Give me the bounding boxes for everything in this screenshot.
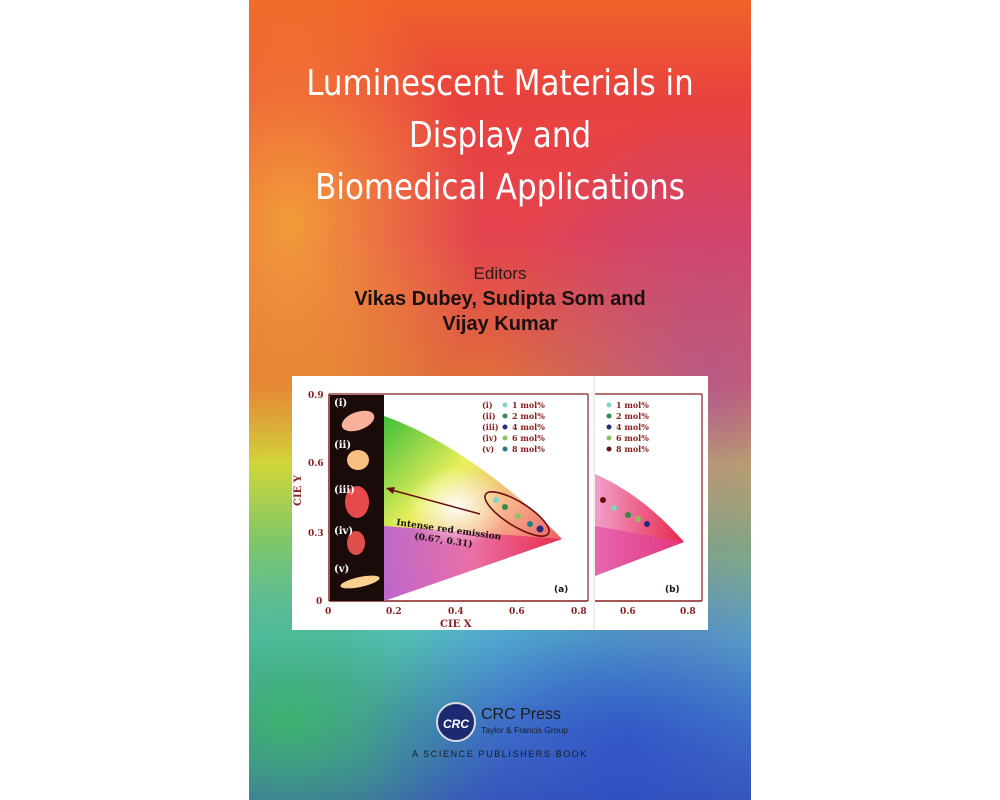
data-point — [493, 497, 499, 503]
legend-swatch — [606, 435, 612, 441]
legend-swatch — [502, 424, 508, 430]
annotation-arrowhead — [386, 487, 395, 494]
series-line: A SCIENCE PUBLISHERS BOOK — [411, 749, 589, 759]
legend-roman: (i) — [482, 400, 493, 410]
legend-label: 8 mol% — [512, 444, 545, 454]
editors-label: Editors — [473, 264, 527, 283]
title-line: Luminescent Materials in — [306, 63, 694, 104]
publisher-group: Taylor & Francis Group — [481, 725, 568, 735]
legend-swatch — [606, 413, 612, 419]
x-tick-label: 0 — [325, 607, 331, 617]
inset-label: (i) — [334, 398, 347, 409]
legend-label: 1 mol% — [616, 400, 649, 410]
inset-glow-iv — [347, 531, 365, 555]
white-point-glow — [407, 466, 517, 556]
panel-b-gamut-lower — [595, 526, 684, 576]
x-tick-label: 0.6 — [620, 607, 636, 617]
data-point — [527, 521, 533, 527]
y-axis-label: CIE Y — [293, 474, 304, 506]
legend-swatch — [606, 446, 612, 452]
editor-names: Vikas Dubey, Sudipta Som and Vijay Kumar — [249, 287, 751, 337]
x-tick-label: 0.8 — [571, 607, 587, 617]
highlight-ellipse — [484, 491, 550, 537]
cover-figure: (i) (ii) (iii) (iv) (v) 0.9 0.6 0.3 0 CI… — [292, 376, 708, 630]
x-tick-label: 0.2 — [386, 607, 402, 617]
y-tick-label: 0 — [316, 597, 322, 607]
inset-glow-v — [340, 575, 380, 589]
legend-swatch — [502, 402, 508, 408]
x-tick-label: 0.8 — [680, 607, 696, 617]
inset-label: (iii) — [334, 485, 355, 496]
legend-swatch — [502, 446, 508, 452]
data-point — [625, 512, 631, 518]
legend-label: 4 mol% — [512, 422, 545, 432]
legend-label: 6 mol% — [512, 433, 545, 443]
x-axis-label: CIE X — [440, 619, 472, 630]
x-tick-label: 0.6 — [509, 607, 525, 617]
data-point — [600, 497, 606, 503]
book-title: Luminescent Materials in Display and Bio… — [284, 58, 716, 214]
legend-label: 6 mol% — [616, 433, 649, 443]
legend-label: 1 mol% — [512, 400, 545, 410]
data-point — [536, 525, 544, 533]
legend-a: (i) 1 mol% (ii) 2 mol% (iii) 4 mol% (iv)… — [482, 400, 545, 454]
data-point — [635, 516, 641, 522]
y-tick-label: 0.9 — [308, 391, 324, 401]
legend-swatch — [606, 402, 612, 408]
legend-swatch — [502, 413, 508, 419]
crc-press-logo: CRC — [436, 702, 476, 742]
y-tick-label: 0.3 — [308, 529, 324, 539]
legend-roman: (iv) — [482, 433, 497, 443]
inset-label: (ii) — [334, 440, 351, 451]
x-tick-label: 0.4 — [448, 607, 464, 617]
legend-roman: (iii) — [482, 422, 499, 432]
panel-a-label: (a) — [554, 585, 568, 595]
legend-label: 4 mol% — [616, 422, 649, 432]
y-tick-label: 0.6 — [308, 459, 324, 469]
legend-roman: (ii) — [482, 411, 496, 421]
inset-glow-ii — [347, 450, 369, 470]
data-point — [502, 504, 508, 510]
inset-label: (iv) — [334, 526, 353, 537]
inset-label: (v) — [334, 564, 349, 575]
panel-b-label: (b) — [665, 585, 680, 595]
legend-b: 1 mol% 2 mol% 4 mol% 6 mol% 8 mol% — [606, 400, 649, 454]
inset-glow-iii — [345, 486, 369, 518]
cie-diagram-figure: (i) (ii) (iii) (iv) (v) 0.9 0.6 0.3 0 CI… — [293, 376, 703, 630]
legend-roman: (v) — [482, 444, 494, 454]
title-line: Display and — [408, 115, 592, 156]
crc-logo-text: CRC — [443, 717, 469, 731]
book-cover: Luminescent Materials in Display and Bio… — [249, 0, 751, 800]
data-point — [515, 513, 521, 519]
editor-line: Vijay Kumar — [442, 313, 558, 335]
legend-label: 2 mol% — [616, 411, 649, 421]
data-point — [611, 505, 617, 511]
legend-swatch — [502, 435, 508, 441]
publisher-name: CRC Press — [481, 706, 562, 723]
legend-label: 8 mol% — [616, 444, 649, 454]
legend-swatch — [606, 424, 612, 430]
editor-line: Vikas Dubey, Sudipta Som and — [354, 288, 646, 310]
inset-glow-i — [341, 410, 375, 432]
annotation-arrow — [387, 488, 481, 515]
legend-label: 2 mol% — [512, 411, 545, 421]
title-line: Biomedical Applications — [315, 167, 685, 208]
data-point — [644, 521, 650, 527]
